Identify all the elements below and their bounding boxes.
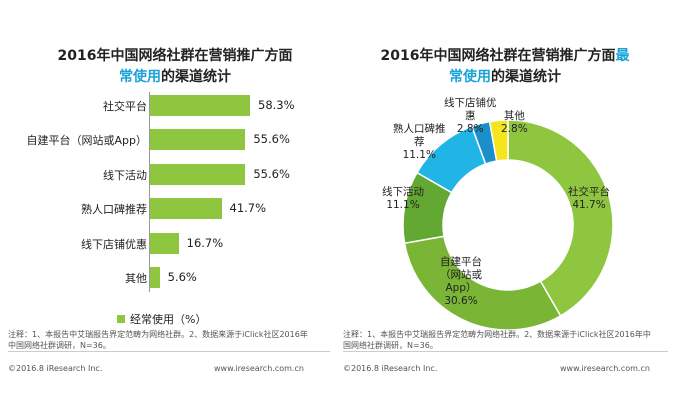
slice-label-shop-l2: 惠 (465, 110, 476, 122)
bar-value-label: 5.6% (167, 270, 197, 284)
donut-slice (403, 235, 562, 331)
slice-label-shop-l1: 线下店铺优 (444, 97, 497, 109)
bar (150, 267, 160, 288)
slice-label-other: 其他 2.8% (501, 110, 528, 136)
donut-slice (507, 119, 614, 317)
bar-value-label: 58.3% (258, 98, 295, 112)
slice-label-self: 自建平台 （网站或 App） 30.6% (440, 256, 482, 308)
left-site: www.iresearch.com.cn (214, 364, 304, 373)
bar (150, 232, 179, 254)
legend-swatch (117, 315, 125, 323)
slice-label-offline-value: 11.1% (386, 199, 420, 211)
slice-label-self-l3: App） (445, 282, 477, 294)
bar (150, 129, 246, 151)
left-divider (8, 351, 330, 352)
slice-label-wom-l1: 熟人口碑推 (393, 123, 446, 135)
slice-label-social: 社交平台 41.7% (568, 186, 610, 212)
bar-value-label: 55.6% (253, 132, 290, 147)
donut-slice (488, 119, 509, 162)
slice-label-social-name: 社交平台 (568, 186, 610, 198)
slice-label-wom-value: 11.1% (402, 149, 436, 161)
bar (150, 95, 250, 116)
slice-label-wom: 熟人口碑推 荐 11.1% (393, 123, 446, 162)
left-title-rest: 的渠道统计 (161, 69, 231, 85)
slice-label-self-l1: 自建平台 (440, 256, 482, 268)
legend-label: 经常使用（%） (130, 313, 207, 326)
right-divider (343, 351, 668, 352)
left-note: 注释：1、本报告中艾瑞报告界定范畴为网络社群。2、数据来源于iClick社区20… (8, 330, 308, 350)
right-title-rest: 的渠道统计 (491, 69, 561, 85)
bar-category-label: 线下活动 (103, 168, 147, 182)
slice-label-self-l2: （网站或 (440, 269, 482, 281)
right-copyright: ©2016.8 iResearch Inc. (343, 364, 438, 373)
right-chart-title-line2: 常使用的渠道统计 (340, 66, 670, 86)
slice-label-wom-l2: 荐 (414, 136, 425, 148)
bar-value-label: 41.7% (229, 201, 267, 216)
bar-value-label: 16.7% (186, 235, 224, 250)
left-copyright: ©2016.8 iResearch Inc. (8, 364, 103, 373)
right-chart-title-line1: 2016年中国网络社群在营销推广方面最 (340, 45, 670, 65)
bar-axis-line (149, 92, 150, 292)
slice-label-self-value: 30.6% (444, 295, 478, 307)
bar (150, 198, 222, 220)
slice-label-other-value: 2.8% (501, 123, 528, 135)
bar-category-label: 熟人口碑推荐 (81, 203, 147, 217)
slice-label-shop: 线下店铺优 惠 2.8% (444, 97, 497, 136)
right-site: www.iresearch.com.cn (560, 364, 650, 373)
slice-label-offline-name: 线下活动 (382, 186, 424, 198)
bar-category-label: 其他 (125, 272, 147, 285)
slice-label-offline: 线下活动 11.1% (382, 186, 424, 212)
right-note: 注释：1、本报告中艾瑞报告界定范畴为网络社群。2、数据来源于iClick社区20… (343, 330, 651, 350)
right-title-highlight-1: 最 (615, 48, 630, 64)
left-chart-title-line1: 2016年中国网络社群在营销推广方面 (57, 48, 293, 64)
left-chart-title-line2: 常使用的渠道统计 (30, 66, 320, 86)
bar-category-label: 自建平台（网站或App） (26, 134, 148, 148)
bar (150, 163, 246, 185)
slice-label-social-value: 41.7% (572, 199, 606, 211)
bar-category-label: 社交平台 (103, 100, 147, 113)
bar-value-label: 55.6% (253, 166, 290, 181)
right-title-text: 2016年中国网络社群在营销推广方面 (380, 48, 616, 64)
right-title-highlight-2: 常使用 (449, 69, 491, 85)
bar-category-label: 线下店铺优惠 (81, 237, 147, 251)
bar-legend: 经常使用（%） (117, 311, 206, 327)
slice-label-shop-value: 2.8% (456, 123, 484, 135)
left-title-highlight: 常使用 (119, 69, 161, 85)
slice-label-other-name: 其他 (503, 110, 525, 122)
